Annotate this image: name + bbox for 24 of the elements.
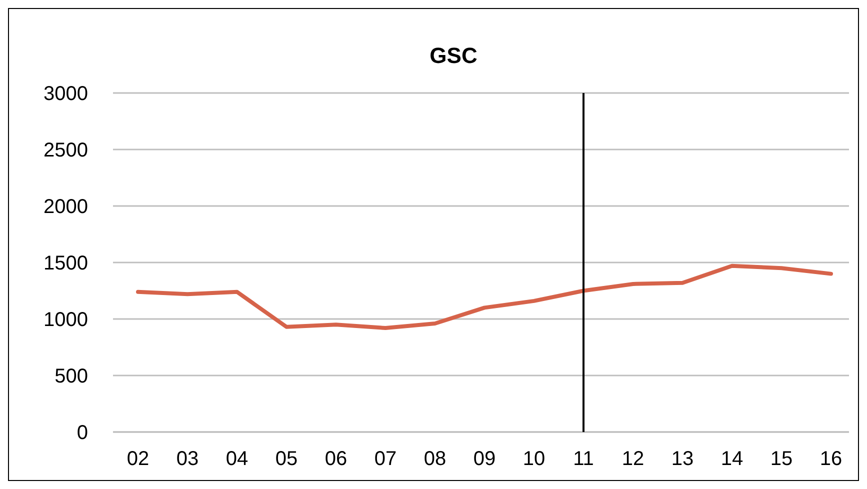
y-tick-label: 2500 [44,140,88,162]
x-tick-label: 06 [324,448,348,470]
x-tick-label: 02 [126,448,150,470]
y-tick-label: 1000 [44,309,88,331]
x-tick-label: 12 [622,448,644,470]
x-tick-label: 04 [226,448,248,470]
x-tick-label: 13 [671,448,694,470]
line-series [136,264,833,330]
x-tick-label: 09 [473,448,496,470]
y-tick-label: 3000 [44,83,88,105]
y-tick-label: 0 [76,422,88,444]
x-tick-label: 14 [720,448,744,470]
y-tick-label: 2000 [44,196,88,218]
x-tick-label: 03 [176,448,199,470]
x-tick-label: 10 [522,448,546,470]
x-tick-label: 15 [770,448,793,470]
y-tick-label: 500 [54,366,88,388]
x-tick-label: 11 [573,448,594,470]
x-tick-label: 16 [820,448,842,470]
x-tick-label: 05 [275,448,298,470]
x-tick-label: 08 [424,448,446,470]
chart-title: GSC [430,43,478,68]
y-tick-label: 1500 [44,252,88,274]
x-tick-label: 07 [374,448,397,470]
